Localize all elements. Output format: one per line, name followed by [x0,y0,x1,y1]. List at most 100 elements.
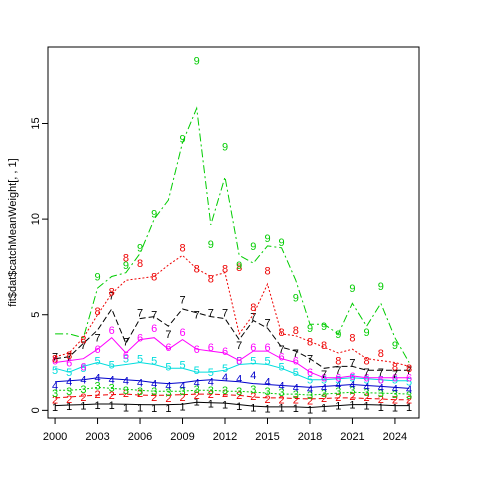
data-point-label: 8 [279,327,285,339]
data-point-label: 6 [307,367,313,379]
y-tick-label: 15 [30,117,42,129]
data-point-label: 5 [392,375,398,387]
data-point-label: 4 [250,370,256,382]
data-point-label: 1 [52,402,58,414]
data-point-label: 5 [123,354,129,366]
data-point-label: 7 [208,308,214,320]
series-line [55,393,410,401]
data-point-label: 5 [194,365,200,377]
data-point-label: 7 [109,290,115,302]
data-point-label: 2 [321,393,327,405]
series-line [55,401,410,409]
data-point-label: 7 [364,367,370,379]
data-point-label: 9 [236,260,242,272]
data-point-label: 7 [137,308,143,320]
data-point-label: 2 [194,390,200,402]
data-point-label: 8 [137,258,143,270]
data-point-label: 7 [222,308,228,320]
data-point-label: 7 [250,311,256,323]
data-point-label: 5 [364,375,370,387]
data-point-label: 3 [165,387,171,399]
data-point-label: 2 [236,390,242,402]
data-point-label: 9 [307,323,313,335]
data-point-label: 2 [123,388,129,400]
data-point-label: 7 [307,354,313,366]
data-point-label: 2 [109,390,115,402]
data-point-label: 9 [137,243,143,255]
data-point-label: 4 [208,377,214,389]
data-point-label: 2 [264,394,270,406]
data-point-label: 6 [109,325,115,337]
series-line [55,386,410,396]
data-point-label: 1 [293,403,299,415]
y-axis-title: fit$dat$catchMeanWeight[, , 1] [7,158,19,306]
data-point-label: 5 [208,367,214,379]
data-point-label: 9 [349,283,355,295]
data-point-label: 1 [151,403,157,415]
data-point-label: 9 [378,281,384,293]
data-point-label: 8 [123,252,129,264]
data-point-label: 4 [151,378,157,390]
data-point-label: 4 [66,377,72,389]
data-point-label: 5 [236,355,242,367]
data-point-label: 6 [406,373,412,385]
data-point-label: 9 [179,134,185,146]
data-point-label: 1 [335,400,341,412]
data-point-label: 5 [293,367,299,379]
data-point-label: 9 [95,271,101,283]
x-tick-label: 2003 [85,431,109,443]
data-point-label: 8 [179,243,185,255]
data-point-label: 1 [406,402,412,414]
data-point-label: 7 [179,294,185,306]
data-point-label: 4 [80,375,86,387]
data-point-label: 8 [95,306,101,318]
data-point-label: 8 [151,271,157,283]
data-point-label: 9 [123,260,129,272]
data-point-label: 4 [392,383,398,395]
data-point-label: 2 [378,394,384,406]
data-point-label: 6 [264,342,270,354]
data-point-label: 5 [279,361,285,373]
data-point-label: 6 [80,361,86,373]
series-line [55,106,410,363]
data-point-label: 5 [109,359,115,371]
data-point-label: 3 [66,386,72,398]
y-tick-label: 0 [30,407,42,413]
data-point-label: 1 [165,403,171,415]
data-point-label: 8 [250,302,256,314]
data-point-label: 5 [222,363,228,375]
data-point-label: 3 [364,387,370,399]
data-point-label: 4 [279,380,285,392]
data-point-label: 2 [406,395,412,407]
x-tick-label: 2006 [128,431,152,443]
data-point-label: 6 [250,342,256,354]
data-point-label: 6 [236,355,242,367]
data-point-label: 5 [406,377,412,389]
data-point-label: 4 [321,382,327,394]
data-point-label: 1 [321,402,327,414]
data-point-label: 1 [222,399,228,411]
data-point-label: 9 [208,239,214,251]
data-point-label: 1 [264,404,270,416]
data-point-label: 8 [378,348,384,360]
x-axis: 2000 2003 2006 2009 2012 2015 2018 2021 2024 [43,418,407,443]
data-point-label: 2 [66,394,72,406]
data-point-label: 3 [349,385,355,397]
data-point-label: 1 [109,400,115,412]
data-point-label: 8 [321,340,327,352]
data-point-label: 9 [250,241,256,253]
data-point-label: 2 [250,391,256,403]
data-point-label: 4 [179,380,185,392]
data-point-label: 8 [406,363,412,375]
data-point-label: 3 [95,380,101,392]
data-point-label: 6 [208,342,214,354]
data-point-label: 6 [137,333,143,345]
x-tick-label: 2009 [170,431,194,443]
data-point-label: 4 [52,380,58,392]
x-tick-label: 2000 [43,431,67,443]
data-point-label: 2 [165,393,171,405]
data-point-label: 6 [392,373,398,385]
